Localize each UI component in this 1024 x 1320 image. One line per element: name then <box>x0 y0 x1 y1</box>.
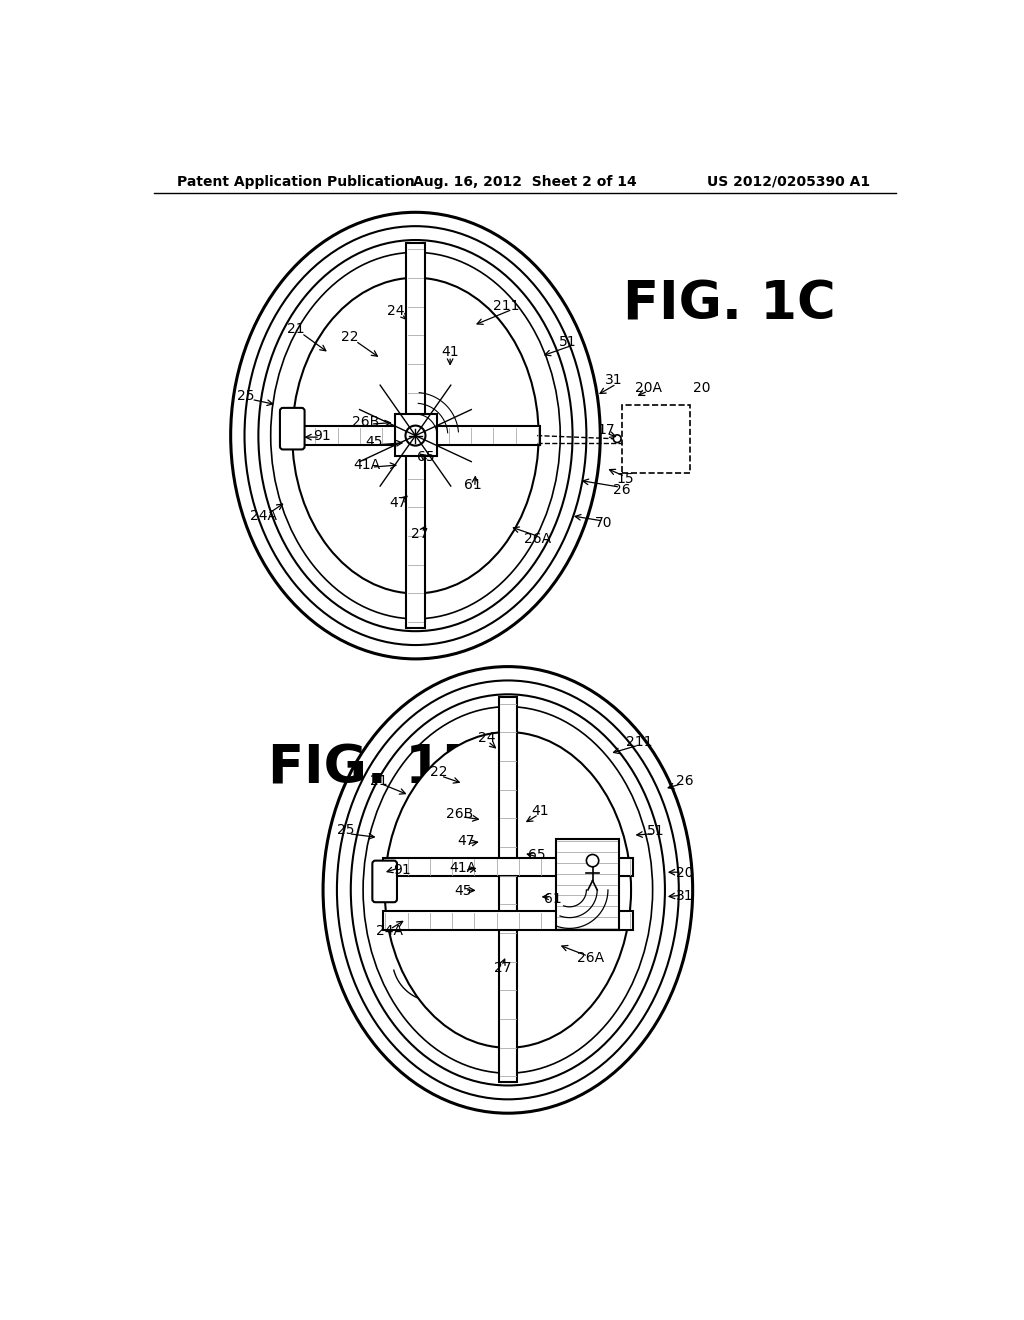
Ellipse shape <box>364 706 652 1073</box>
Text: 22: 22 <box>430 766 447 779</box>
Text: 26: 26 <box>676 774 694 788</box>
Ellipse shape <box>258 240 572 631</box>
Text: 65: 65 <box>417 450 434 465</box>
Text: 21: 21 <box>370 774 387 788</box>
Text: 47: 47 <box>458 834 475 847</box>
Bar <box>383 858 633 876</box>
Text: 22: 22 <box>341 330 358 345</box>
Bar <box>407 243 425 628</box>
Text: 26: 26 <box>613 483 631 496</box>
Ellipse shape <box>230 213 600 659</box>
Bar <box>499 697 517 1082</box>
Ellipse shape <box>323 667 692 1113</box>
Bar <box>556 840 618 929</box>
Text: 61: 61 <box>464 478 482 492</box>
Text: 26B: 26B <box>446 808 474 821</box>
Text: 211: 211 <box>494 300 519 313</box>
Text: 24: 24 <box>477 731 495 746</box>
Text: 27: 27 <box>495 961 512 975</box>
Text: Patent Application Publication: Patent Application Publication <box>177 174 415 189</box>
Text: 41: 41 <box>531 804 549 818</box>
Text: 24A: 24A <box>376 924 402 939</box>
Text: 24: 24 <box>387 304 404 318</box>
Text: Aug. 16, 2012  Sheet 2 of 14: Aug. 16, 2012 Sheet 2 of 14 <box>413 174 637 189</box>
Circle shape <box>587 854 599 867</box>
Ellipse shape <box>351 694 665 1085</box>
Text: 15: 15 <box>616 471 634 486</box>
Ellipse shape <box>270 252 560 619</box>
Ellipse shape <box>385 733 631 1048</box>
Text: 27: 27 <box>411 527 428 541</box>
Text: 31: 31 <box>676 890 694 903</box>
FancyBboxPatch shape <box>280 408 304 449</box>
Text: 25: 25 <box>338 822 355 837</box>
Text: 25: 25 <box>238 388 255 403</box>
FancyBboxPatch shape <box>373 861 397 903</box>
Circle shape <box>613 434 621 442</box>
Bar <box>383 911 633 929</box>
Text: 26A: 26A <box>523 532 551 545</box>
Text: 41A: 41A <box>450 862 477 875</box>
Text: 17: 17 <box>598 424 615 437</box>
Text: 20: 20 <box>676 866 693 880</box>
Text: 26B: 26B <box>352 414 379 429</box>
Text: 20: 20 <box>693 381 711 395</box>
Text: 20A: 20A <box>635 381 662 395</box>
Ellipse shape <box>292 277 539 594</box>
Text: 51: 51 <box>647 824 665 838</box>
Text: 24A: 24A <box>250 508 278 523</box>
Text: 51: 51 <box>559 335 577 348</box>
Ellipse shape <box>245 226 587 645</box>
Bar <box>291 426 541 445</box>
Text: 21: 21 <box>288 322 305 337</box>
Ellipse shape <box>337 681 679 1100</box>
Text: 211: 211 <box>626 735 652 748</box>
Text: 70: 70 <box>595 516 612 529</box>
Text: 41A: 41A <box>353 458 381 471</box>
Text: FIG. 1C: FIG. 1C <box>624 279 837 331</box>
Text: 45: 45 <box>455 884 472 899</box>
Text: 26A: 26A <box>578 950 604 965</box>
Text: 47: 47 <box>390 496 408 511</box>
Circle shape <box>406 425 425 446</box>
Text: 65: 65 <box>528 849 546 862</box>
Text: 91: 91 <box>312 429 331 442</box>
Text: US 2012/0205390 A1: US 2012/0205390 A1 <box>707 174 869 189</box>
Text: 31: 31 <box>605 374 623 387</box>
Text: FIG. 1D: FIG. 1D <box>267 742 485 795</box>
Text: 41: 41 <box>441 346 459 359</box>
Text: 61: 61 <box>544 892 561 906</box>
Bar <box>622 405 689 473</box>
Text: 91: 91 <box>393 863 411 876</box>
Text: 45: 45 <box>366 434 383 449</box>
Bar <box>394 414 437 457</box>
